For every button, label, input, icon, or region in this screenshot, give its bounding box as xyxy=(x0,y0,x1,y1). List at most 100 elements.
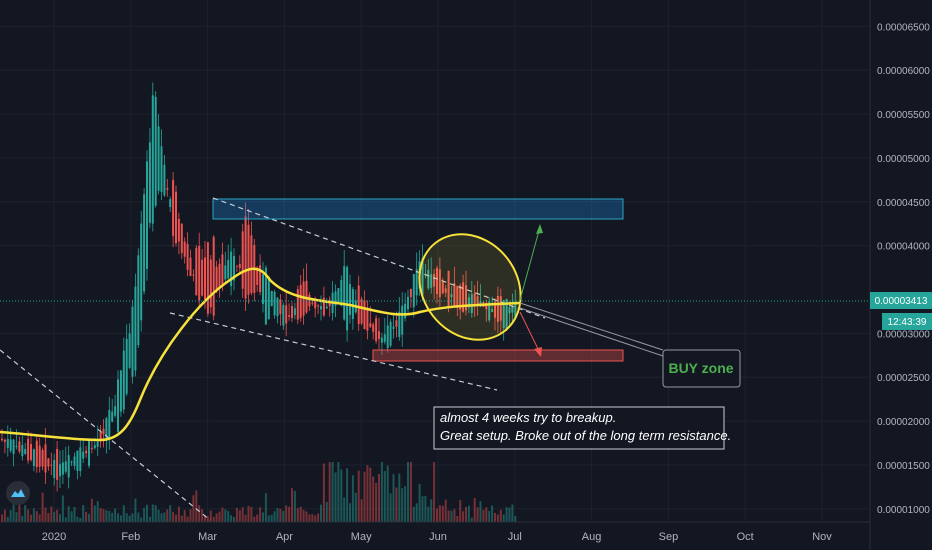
volume-bar xyxy=(459,500,462,522)
volume-bar xyxy=(38,514,41,522)
candle-body xyxy=(189,257,192,277)
candle-body xyxy=(467,297,470,308)
candle-body xyxy=(375,318,378,342)
candle-body xyxy=(12,439,15,454)
candle-body xyxy=(180,223,183,253)
candle-body xyxy=(264,267,267,325)
volume-bar xyxy=(99,508,102,522)
volume-bar xyxy=(479,501,482,522)
volume-bar xyxy=(32,508,35,522)
candle-body xyxy=(93,445,96,449)
candle-body xyxy=(285,305,288,324)
volume-bar xyxy=(473,497,476,522)
volume-bar xyxy=(160,513,163,522)
volume-bar xyxy=(392,474,395,522)
candle-body xyxy=(44,444,47,473)
volume-bar xyxy=(372,476,375,522)
y-tick-label: 0.00004000 xyxy=(877,242,930,253)
candle-body xyxy=(447,270,450,307)
candle-body xyxy=(172,179,175,236)
candle-body xyxy=(108,409,111,440)
candle-body xyxy=(204,257,206,301)
x-tick-label: May xyxy=(351,531,372,543)
candle-body xyxy=(511,306,514,313)
volume-bar xyxy=(282,510,285,522)
breakdown-arrow[interactable] xyxy=(519,311,541,354)
candle-body xyxy=(360,298,363,324)
x-tick-label: Nov xyxy=(812,531,832,543)
candle-body xyxy=(404,303,407,319)
volume-bar xyxy=(482,509,485,522)
candle-body xyxy=(227,259,230,279)
candle-body xyxy=(262,274,264,305)
candle-body xyxy=(186,243,189,270)
volume-bar xyxy=(148,516,151,522)
candle-body xyxy=(218,263,221,288)
volume-bar xyxy=(308,514,311,522)
candle-body xyxy=(427,269,430,289)
volume-bar xyxy=(238,510,241,522)
candle-body xyxy=(441,281,444,294)
volume-bar xyxy=(134,498,137,522)
volume-bar xyxy=(456,516,459,522)
candle-body xyxy=(346,267,349,331)
tradingview-logo-icon[interactable] xyxy=(6,481,30,505)
support-zone-box[interactable] xyxy=(372,349,624,362)
volume-bar xyxy=(279,508,282,522)
candle-body xyxy=(372,324,375,332)
x-tick-label: Oct xyxy=(737,531,754,543)
candle-body xyxy=(90,447,93,449)
candle-body xyxy=(273,291,276,316)
candle-body xyxy=(88,440,90,466)
candle-body xyxy=(21,445,24,457)
volume-bar xyxy=(53,511,56,522)
candle-body xyxy=(488,301,491,321)
candle-body xyxy=(148,142,151,223)
candle-body xyxy=(378,331,380,339)
candle-body xyxy=(279,299,282,315)
volume-bar xyxy=(407,462,409,522)
volume-bar xyxy=(235,507,238,522)
volume-bar xyxy=(262,512,264,522)
volume-bar xyxy=(114,508,117,522)
y-tick-label: 0.00003000 xyxy=(877,329,930,340)
candle-body xyxy=(340,280,343,306)
volume-bar xyxy=(380,462,383,522)
breakdown-arrow-head xyxy=(534,347,542,357)
volume-bar xyxy=(409,462,412,522)
candle-body xyxy=(496,296,499,322)
candle-body xyxy=(3,439,6,442)
resistance-zone-box[interactable] xyxy=(212,198,624,220)
candle-body xyxy=(117,379,119,432)
volume-bar xyxy=(172,511,175,522)
volume-bar xyxy=(357,470,360,522)
volume-bar xyxy=(465,506,467,522)
candle-body xyxy=(430,274,433,288)
upper-trendline[interactable] xyxy=(212,197,546,319)
candle-body xyxy=(18,441,21,452)
breakout-arrow[interactable] xyxy=(519,226,541,301)
volume-bar xyxy=(27,509,30,522)
candle-body xyxy=(259,265,262,292)
note-box[interactable] xyxy=(433,406,725,450)
volume-bar xyxy=(67,506,70,522)
candle-body xyxy=(392,326,395,329)
volume-bar xyxy=(395,487,398,522)
buy-zone-label-box[interactable] xyxy=(662,349,741,388)
lower-trendline[interactable] xyxy=(169,312,498,391)
volume-bar xyxy=(427,506,430,522)
volume-bar xyxy=(73,506,76,522)
volume-bar xyxy=(378,474,380,522)
candle-body xyxy=(438,269,441,298)
long-term-resistance-line[interactable] xyxy=(0,349,211,521)
consolidation-ellipse[interactable] xyxy=(398,214,541,360)
volume-bar xyxy=(154,505,157,522)
candle-body xyxy=(456,285,459,309)
candle-body xyxy=(314,298,317,309)
volume-bar xyxy=(444,499,447,522)
volume-bar xyxy=(340,469,343,522)
candle-body xyxy=(221,254,224,287)
volume-bar xyxy=(35,511,38,522)
candle-body xyxy=(398,311,401,338)
